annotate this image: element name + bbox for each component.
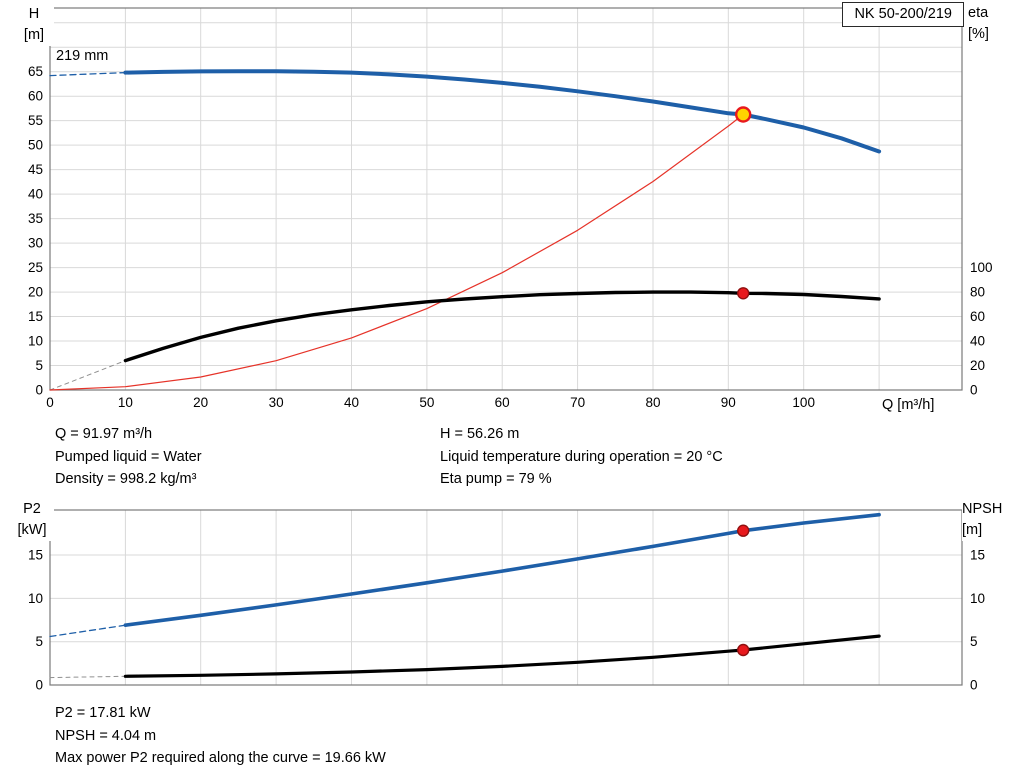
left-axis-tick-label: 0 (35, 383, 43, 398)
left-axis-tick-label: 60 (28, 89, 43, 104)
x-axis-tick-label: 70 (570, 395, 585, 410)
left-axis-tick-label: 25 (28, 260, 43, 275)
power-npsh-chart: 0 5 10 15 0 5 10 15 (28, 509, 985, 693)
left-axis-tick-label: 65 (28, 64, 43, 79)
right-axis-tick-label: 10 (970, 591, 985, 606)
right-axis-tick-label: 0 (970, 678, 978, 693)
curve-system-curve (49, 113, 744, 391)
info-max-power: Max power P2 required along the curve = … (55, 750, 386, 766)
left-axis-tick-label: 35 (28, 211, 43, 226)
curve-p2 (123, 512, 881, 627)
x-axis-tick-label: 50 (419, 395, 434, 410)
right-axis-tick-label: 20 (970, 358, 985, 373)
right-axis-tick-label: 5 (970, 634, 978, 649)
left-axis-tick-label: 5 (35, 634, 43, 649)
impeller-diameter-label: 219 mm (56, 48, 109, 64)
duty-point-eta[interactable] (737, 287, 750, 300)
eta-axis-title-line1: eta (968, 5, 989, 21)
left-axis-tick-label: 20 (28, 285, 43, 300)
plot-frame (49, 7, 963, 391)
left-axis-tick-label: 5 (35, 358, 43, 373)
right-axis-tick-label: 0 (970, 383, 978, 398)
p2-axis-title-line1: P2 (23, 501, 41, 517)
h-axis-title: H [m] (14, 4, 54, 46)
eta-axis-title: eta [%] (968, 3, 1018, 45)
right-axis-tick-label: 80 (970, 285, 985, 300)
pump-model-label: NK 50-200/219 (854, 6, 952, 22)
info-head: H = 56.26 m (440, 426, 520, 442)
left-axis-tick-label: 45 (28, 162, 43, 177)
npsh-axis-title-line1: NPSH (962, 501, 1003, 517)
head-efficiency-chart: 0 5 10 15 20 25 30 35 40 45 50 55 60 65 0 20 40 60 80 100 0 1… (28, 7, 993, 410)
left-axis-tick-label: 30 (28, 236, 43, 251)
duty-point-head[interactable] (735, 106, 752, 123)
info-flow: Q = 91.97 m³/h (55, 426, 153, 442)
curve-p2-dashed (49, 624, 127, 638)
info-eta-pump: Eta pump = 79 % (440, 471, 552, 487)
h-axis-title-line1: H (28, 6, 40, 22)
right-axis-tick-label: 15 (970, 548, 985, 563)
plot-frame (49, 509, 963, 686)
left-axis-tick-label: 55 (28, 113, 43, 128)
h-axis-title-line2: [m] (23, 27, 45, 43)
x-axis-tick-label: 90 (721, 395, 736, 410)
right-axis-tick-label: 40 (970, 334, 985, 349)
duty-info-right: H = 56.26 m Liquid temperature during op… (440, 423, 723, 491)
curve-npsh-dashed (49, 675, 126, 679)
x-axis-tick-label: 60 (495, 395, 510, 410)
pump-model-box: NK 50-200/219 (842, 2, 964, 27)
curve-npsh (123, 634, 881, 678)
curve-head-dashed (49, 71, 127, 77)
q-axis-title: Q [m³/h] (882, 395, 935, 416)
info-density: Density = 998.2 kg/m³ (55, 471, 197, 487)
x-axis-tick-label: 20 (193, 395, 208, 410)
left-axis-tick-label: 15 (28, 548, 43, 563)
x-axis-tick-label: 100 (792, 395, 815, 410)
info-pumped-liquid: Pumped liquid = Water (55, 448, 202, 465)
info-npsh: NPSH = 4.04 m (55, 727, 157, 744)
power-npsh-info: P2 = 17.81 kW NPSH = 4.04 m Max power P2… (55, 702, 386, 770)
curve-head (123, 69, 882, 154)
right-axis-tick-label: 60 (970, 309, 985, 324)
x-axis-tick-label: 0 (46, 395, 54, 410)
left-axis-tick-label: 10 (28, 334, 43, 349)
left-axis-tick-label: 10 (28, 591, 43, 606)
left-axis-tick-label: 50 (28, 138, 43, 153)
p2-axis-title: P2 [kW] (10, 499, 54, 541)
p2-axis-title-line2: [kW] (17, 522, 47, 538)
info-p2: P2 = 17.81 kW (55, 705, 151, 721)
duty-info-left: Q = 91.97 m³/h Pumped liquid = Water Den… (55, 423, 202, 491)
info-liquid-temperature: Liquid temperature during operation = 20… (440, 448, 723, 465)
curve-eta-dashed (49, 360, 126, 391)
duty-point-p2[interactable] (737, 524, 750, 537)
x-axis-tick-label: 30 (269, 395, 284, 410)
right-axis-tick-label: 100 (970, 260, 993, 275)
left-axis-tick-label: 0 (35, 678, 43, 693)
x-axis-tick-label: 40 (344, 395, 359, 410)
eta-axis-title-line2: [%] (968, 26, 989, 42)
curve-eta (123, 290, 881, 363)
x-axis-tick-label: 10 (118, 395, 133, 410)
duty-point-npsh[interactable] (737, 643, 750, 657)
left-axis-tick-label: 40 (28, 187, 43, 202)
npsh-axis-title-line2: [m] (962, 522, 983, 538)
npsh-axis-title: NPSH [m] (962, 499, 1022, 541)
left-axis-tick-label: 15 (28, 309, 43, 324)
x-axis-tick-label: 80 (645, 395, 660, 410)
